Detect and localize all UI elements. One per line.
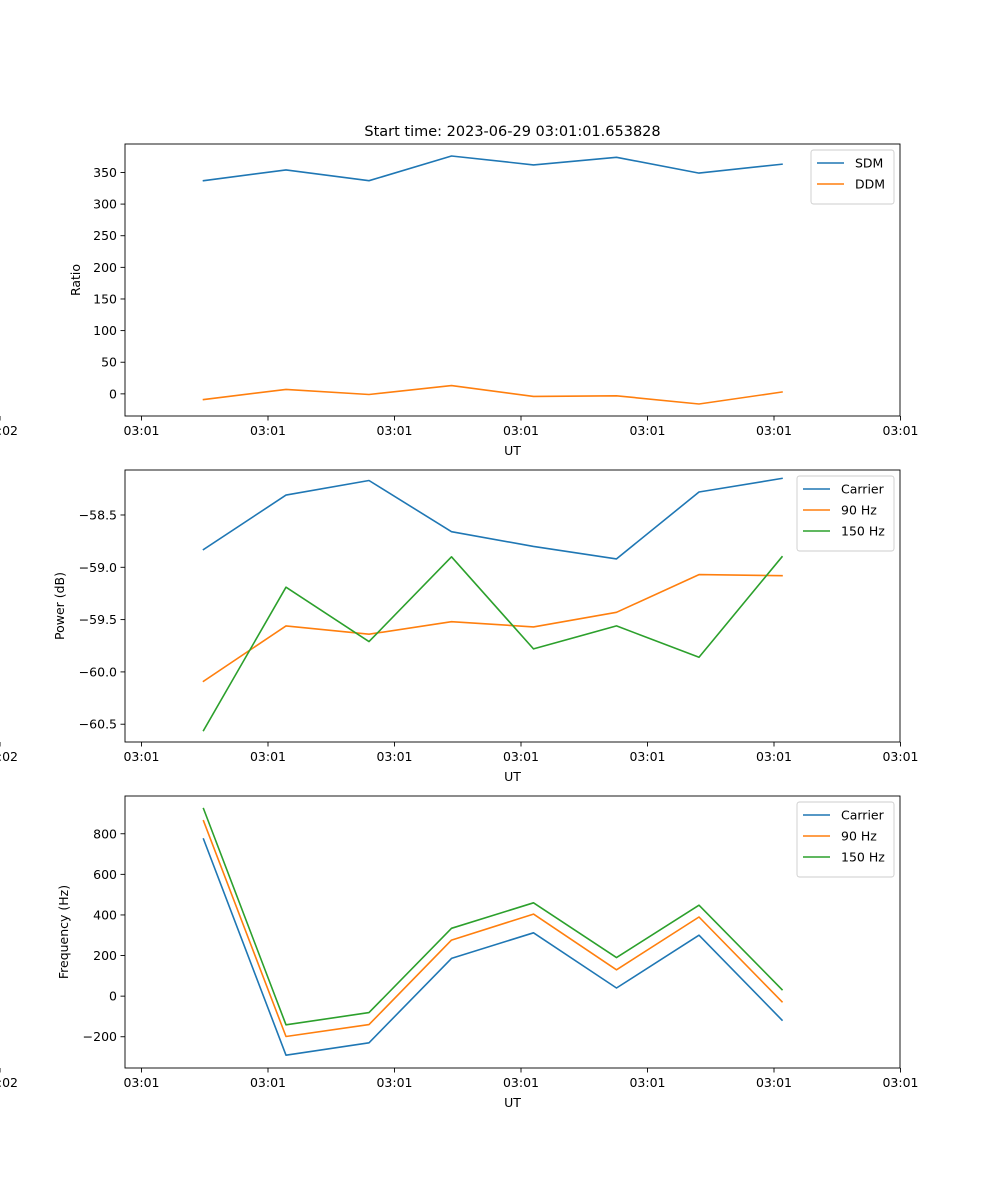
x-tick-label: 03:01 [250,1075,286,1090]
y-tick-label: 400 [93,907,117,922]
series-line-carrier [202,477,783,560]
legend: Carrier 90 Hz 150 Hz [796,801,895,878]
axes-frame [124,469,901,743]
x-tick-label: 03:01 [503,1075,539,1090]
x-tick-label: 03:01 [882,423,918,438]
y-tick-label: −59.5 [79,612,117,627]
x-tick-label: 03:01 [882,1075,918,1090]
y-tick-label: 50 [101,355,117,370]
legend-label: 150 Hz [841,524,885,539]
y-tick-label: 0 [109,386,117,401]
series-line-carrier [202,837,784,1056]
y-tick-label: −200 [83,1029,117,1044]
x-axis-label: UT [504,443,521,458]
x-tick-label: 03:01 [503,749,539,764]
series-line-150-hz [202,555,784,732]
chart-panel-1: 03:01 03:01 03:01 03:01 03:01 03:01 03:01 03:02… [0,143,919,458]
x-tick-label: 03:01 [756,1075,792,1090]
y-tick-label: 350 [93,165,117,180]
legend: Carrier 90 Hz 150 Hz [796,475,895,552]
x-tick-label: 03:01 [376,423,412,438]
y-tick-label: −58.5 [79,507,117,522]
y-tick-label: 200 [93,260,117,275]
x-tick-label: 03:01 [629,749,665,764]
legend-label: 90 Hz [841,503,877,518]
series-line-90-hz [202,573,783,683]
series-line-150-hz [202,807,784,1026]
x-tick-label: 03:01 [756,423,792,438]
y-tick-label: −60.0 [79,664,117,679]
x-tick-label: 03:02 [0,1075,18,1090]
legend-box [796,801,895,878]
series-line-90-hz [202,819,784,1038]
x-tick-label: 03:01 [376,1075,412,1090]
y-axis-label: Power (dB) [52,572,67,640]
y-tick-label: 100 [93,323,117,338]
series-line-ddm [202,384,783,405]
y-axis-label: Ratio [68,264,83,296]
x-tick-label: 03:01 [376,749,412,764]
x-axis-label: UT [504,769,521,784]
legend: SDM DDM [810,149,895,205]
legend-label: DDM [855,177,885,192]
x-tick-label: 03:01 [123,423,159,438]
x-tick-label: 03:01 [629,1075,665,1090]
x-axis-label: UT [504,1095,521,1110]
x-tick-label: 03:02 [0,749,18,764]
y-tick-label: 600 [93,867,117,882]
y-axis-label: Frequency (Hz) [56,885,71,979]
y-tick-label: 300 [93,197,117,212]
legend-label: Carrier [841,808,885,823]
legend-label: 150 Hz [841,850,885,865]
x-tick-label: 03:01 [756,749,792,764]
legend-label: 90 Hz [841,829,877,844]
y-tick-label: 250 [93,228,117,243]
y-tick-label: 150 [93,291,117,306]
y-tick-label: −60.5 [79,717,117,732]
figure-title: Start time: 2023-06-29 03:01:01.653828 [364,124,660,140]
x-tick-label: 03:01 [882,749,918,764]
y-tick-label: 0 [109,989,117,1004]
series-line-sdm [202,155,783,182]
legend-label: Carrier [841,482,885,497]
legend-label: SDM [855,156,883,171]
x-tick-label: 03:01 [250,423,286,438]
x-tick-label: 03:01 [250,749,286,764]
chart-panel-3: 03:01 03:01 03:01 03:01 03:01 03:01 03:01 03:02… [0,795,919,1110]
x-tick-label: 03:01 [629,423,665,438]
y-tick-label: 200 [93,948,117,963]
legend-box [796,475,895,552]
axes-frame [124,143,901,417]
x-tick-label: 03:01 [123,1075,159,1090]
axes-frame [124,795,901,1069]
x-tick-label: 03:02 [0,423,18,438]
x-tick-label: 03:01 [503,423,539,438]
x-tick-label: 03:01 [123,749,159,764]
y-tick-label: 800 [93,826,117,841]
chart-panel-2: 03:01 03:01 03:01 03:01 03:01 03:01 03:01 03:02… [0,469,919,784]
y-tick-label: −59.0 [79,560,117,575]
